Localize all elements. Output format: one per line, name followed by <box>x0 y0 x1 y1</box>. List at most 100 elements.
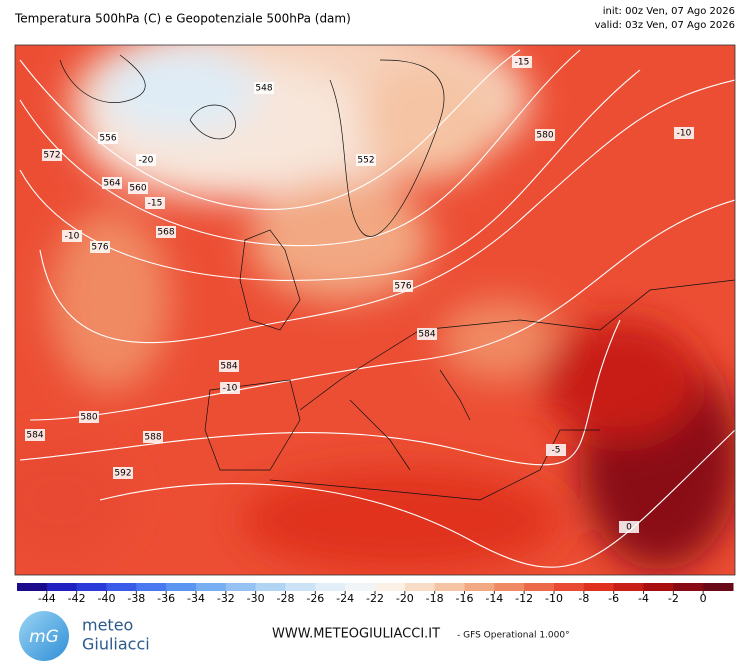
colorbar-label: -28 <box>277 592 295 605</box>
contour-label-box <box>62 230 82 242</box>
colorbar-label: -24 <box>336 592 354 605</box>
contour-label: -10 <box>677 129 692 139</box>
contour-label-box <box>79 411 99 423</box>
valid-time: valid: 03z Ven, 07 Ago 2026 <box>595 20 735 31</box>
colorbar-segment <box>375 583 406 591</box>
contour-label: 548 <box>255 84 272 94</box>
colorbar-label: -32 <box>217 592 235 605</box>
colorbar-segment <box>136 583 167 591</box>
contour-label: 588 <box>144 433 161 443</box>
title: Temperatura 500hPa (C) e Geopotenziale 5… <box>14 12 351 26</box>
contour-label: 556 <box>99 134 116 144</box>
colorbar-label: -14 <box>485 592 503 605</box>
contour-label-box <box>98 132 118 144</box>
contour-label-box <box>113 467 133 479</box>
contour-label: 584 <box>26 431 43 441</box>
contour-label: 576 <box>394 282 411 292</box>
colorbar-label: -42 <box>68 592 86 605</box>
contour-label-box <box>393 280 413 292</box>
contour-label-box <box>417 328 437 340</box>
colorbar-segment <box>613 583 644 591</box>
website: WWW.METEOGIULIACCI.IT <box>272 627 440 642</box>
contour-label: 580 <box>80 413 97 423</box>
contour-label: 0 <box>626 523 632 533</box>
contour-label: 580 <box>536 131 553 141</box>
colorbar-label: -44 <box>38 592 56 605</box>
colorbar-segment <box>404 583 436 591</box>
contour-label: -20 <box>139 156 154 166</box>
logo: mG meteo Giuliacci <box>19 611 150 661</box>
contour-label-box <box>90 241 110 253</box>
contour-label-box <box>145 197 165 209</box>
logo-badge <box>19 611 69 661</box>
contour-label-box <box>102 177 122 189</box>
colorbar-segment <box>494 583 525 591</box>
colorbar-segment <box>17 583 48 591</box>
colorbar-label: -36 <box>157 592 175 605</box>
colorbar-segment <box>434 583 465 591</box>
colorbar-label: -30 <box>247 592 265 605</box>
contour-label: -10 <box>223 384 238 394</box>
map: 548 556 564 572 580 588 592 576 584 -20 -15 -10 -10 -… <box>15 45 735 575</box>
contour-label: 584 <box>418 330 435 340</box>
contour-label-box <box>220 382 240 394</box>
colorbar-label: -38 <box>127 592 145 605</box>
logo-mark: mG <box>29 627 59 647</box>
colorbar-label: -22 <box>366 592 384 605</box>
contour-label: 576 <box>91 243 108 253</box>
colorbar-label: -40 <box>98 592 116 605</box>
contour-label-box <box>619 521 639 533</box>
colorbar-label: -18 <box>426 592 444 605</box>
colorbar-segment <box>583 583 615 591</box>
colorbar-segment <box>46 583 78 591</box>
colorbar-label: -6 <box>608 592 619 605</box>
colorbar-segment <box>255 583 286 591</box>
colorbar-segment <box>464 583 495 591</box>
contour-label-box <box>25 429 45 441</box>
colorbar-segment <box>166 583 197 591</box>
colorbar-segment <box>524 583 555 591</box>
contour-label-box <box>512 56 532 68</box>
contour-label-box <box>254 82 274 94</box>
colorbar-label: -4 <box>638 592 649 605</box>
colorbar-segment <box>196 583 227 591</box>
colorbar-label: -8 <box>578 592 589 605</box>
colorbar-label: 0 <box>700 592 707 605</box>
contour-label-box <box>143 431 163 443</box>
contour-label-box <box>128 182 148 194</box>
colorbar-segment <box>345 583 376 591</box>
colorbar-segment <box>315 583 346 591</box>
contour-label: 568 <box>157 228 174 238</box>
colorbar-label: -26 <box>306 592 324 605</box>
init-time: init: 00z Ven, 07 Ago 2026 <box>603 6 735 17</box>
contour-label: -15 <box>148 199 163 209</box>
contour-label: 584 <box>220 362 237 372</box>
contour-label: -15 <box>515 58 530 68</box>
contour-label: 552 <box>357 156 374 166</box>
contour-label-box <box>156 226 176 238</box>
model-name: - GFS Operational 1.000° <box>457 631 570 641</box>
contour-label: -10 <box>65 232 80 242</box>
colorbar-segment <box>703 583 734 591</box>
logo-bottom: Giuliacci <box>82 635 150 654</box>
colorbar-segment <box>285 583 316 591</box>
colorbar-label: -10 <box>545 592 563 605</box>
colorbar: -44 -42 -40 -38 -36 -34 -32 -30 -28 -26 -24 -22 -20-… <box>17 583 734 605</box>
contour-label: 592 <box>114 469 131 479</box>
contour-label: 564 <box>103 179 120 189</box>
contour-label-box <box>219 360 239 372</box>
contour-label: 572 <box>43 151 60 161</box>
contour-label: 560 <box>129 184 146 194</box>
colorbar-segment <box>106 583 137 591</box>
contour-label-box <box>535 129 555 141</box>
colorbar-segment <box>673 583 704 591</box>
contour-label-box <box>42 149 62 161</box>
contour-label: -5 <box>552 446 561 456</box>
map-frame <box>14 44 736 576</box>
colorbar-label: -2 <box>668 592 679 605</box>
colorbar-segment <box>554 583 585 591</box>
logo-top: meteo <box>82 616 133 635</box>
colorbar-segment <box>643 583 674 591</box>
colorbar-segment <box>76 583 107 591</box>
